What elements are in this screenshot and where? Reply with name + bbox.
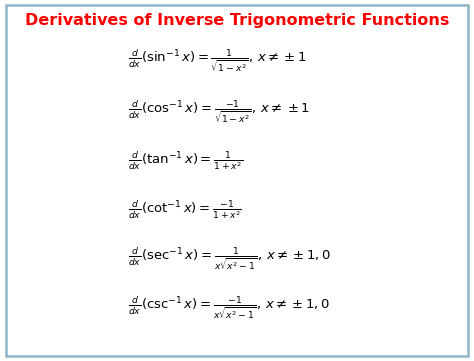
FancyBboxPatch shape bbox=[6, 5, 468, 356]
Text: $\frac{d}{dx}\left(\tan^{-1}x\right) = \frac{1}{1+x^2}$: $\frac{d}{dx}\left(\tan^{-1}x\right) = \… bbox=[128, 149, 243, 172]
Text: $\frac{d}{dx}\left(\sin^{-1}x\right) = \frac{1}{\sqrt{1-x^2}},\, x\neq \pm 1$: $\frac{d}{dx}\left(\sin^{-1}x\right) = \… bbox=[128, 48, 307, 74]
Text: Derivatives of Inverse Trigonometric Functions: Derivatives of Inverse Trigonometric Fun… bbox=[25, 13, 449, 28]
Text: $\frac{d}{dx}\left(\sec^{-1}x\right) = \frac{1}{x\sqrt{x^2-1}},\, x\neq \pm 1, 0: $\frac{d}{dx}\left(\sec^{-1}x\right) = \… bbox=[128, 245, 331, 272]
Text: $\frac{d}{dx}\left(\cos^{-1}x\right) = \frac{-1}{\sqrt{1-x^2}},\, x\neq \pm 1$: $\frac{d}{dx}\left(\cos^{-1}x\right) = \… bbox=[128, 99, 310, 125]
Text: $\frac{d}{dx}\left(\cot^{-1}x\right) = \frac{-1}{1+x^2}$: $\frac{d}{dx}\left(\cot^{-1}x\right) = \… bbox=[128, 198, 242, 221]
Text: $\frac{d}{dx}\left(\csc^{-1}x\right) = \frac{-1}{x\sqrt{x^2-1}},\, x\neq \pm 1, : $\frac{d}{dx}\left(\csc^{-1}x\right) = \… bbox=[128, 294, 330, 321]
